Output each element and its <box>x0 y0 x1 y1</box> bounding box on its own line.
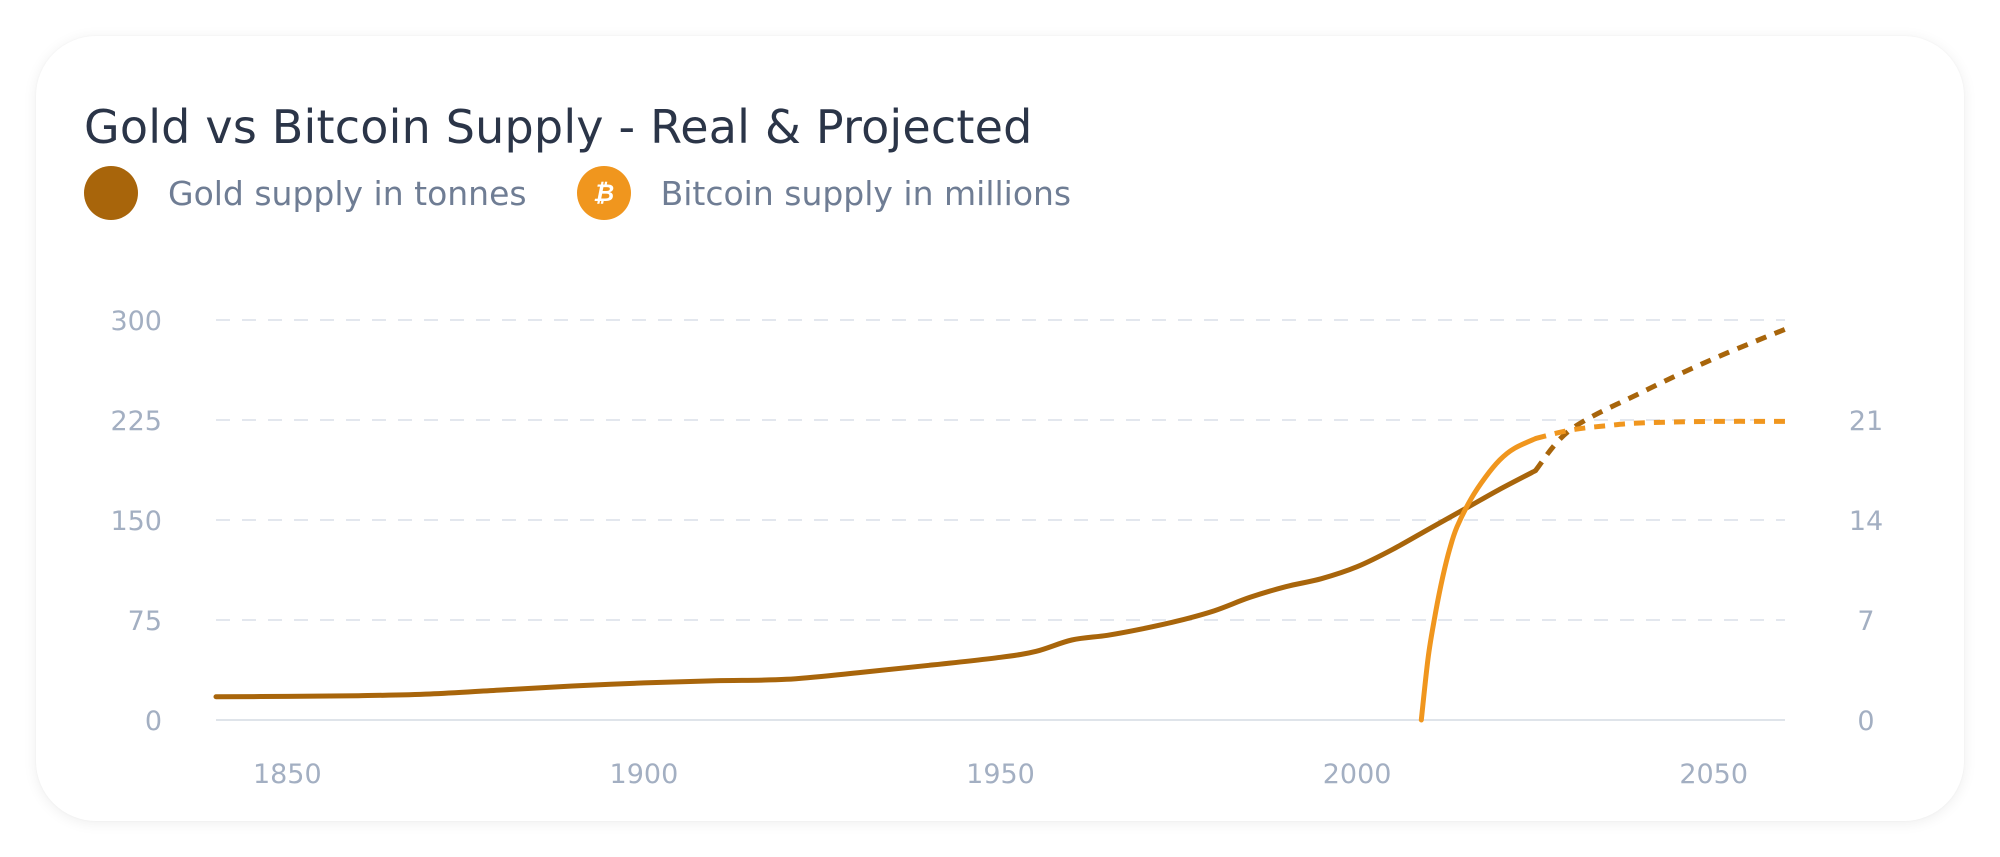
chart-title: Gold vs Bitcoin Supply - Real & Projecte… <box>84 100 1033 154</box>
chart-card <box>36 36 1964 821</box>
y-right-tick-label: 14 <box>1849 506 1883 537</box>
x-tick-label: 1900 <box>610 759 679 790</box>
y-left-tick-label: 0 <box>145 706 162 737</box>
y-left-tick-label: 300 <box>110 306 162 337</box>
x-tick-label: 2050 <box>1679 759 1748 790</box>
legend-item-gold[interactable]: Gold supply in tonnes <box>84 166 527 220</box>
y-right-tick-label: 21 <box>1849 406 1883 437</box>
gold-supply-in-tonnes-line <box>213 468 1538 700</box>
y-right-tick-label: 7 <box>1857 606 1874 637</box>
legend-label-bitcoin: Bitcoin supply in millions <box>660 173 1072 213</box>
bitcoin-supply-in-millions-projected-line <box>1534 418 1786 442</box>
legend-item-bitcoin[interactable]: ₿ Bitcoin supply in millions <box>576 166 1072 220</box>
x-tick-label: 2000 <box>1323 759 1392 790</box>
y-left-tick-label: 225 <box>110 406 162 437</box>
x-tick-label: 1950 <box>966 759 1035 790</box>
bitcoin-supply-in-millions-line <box>1418 436 1538 723</box>
legend: Gold supply in tonnes ₿ Bitcoin supply i… <box>84 165 1121 221</box>
y-right-tick-label: 0 <box>1857 706 1874 737</box>
bitcoin-glyph: ₿ <box>593 179 615 207</box>
gold-dot-icon <box>84 166 138 220</box>
bitcoin-icon: ₿ <box>576 166 631 220</box>
gold-supply-in-tonnes-projected-line <box>1533 326 1786 473</box>
legend-label-gold: Gold supply in tonnes <box>168 173 527 213</box>
y-left-tick-label: 75 <box>128 606 162 637</box>
x-tick-label: 1850 <box>253 759 322 790</box>
y-left-tick-label: 150 <box>110 506 162 537</box>
